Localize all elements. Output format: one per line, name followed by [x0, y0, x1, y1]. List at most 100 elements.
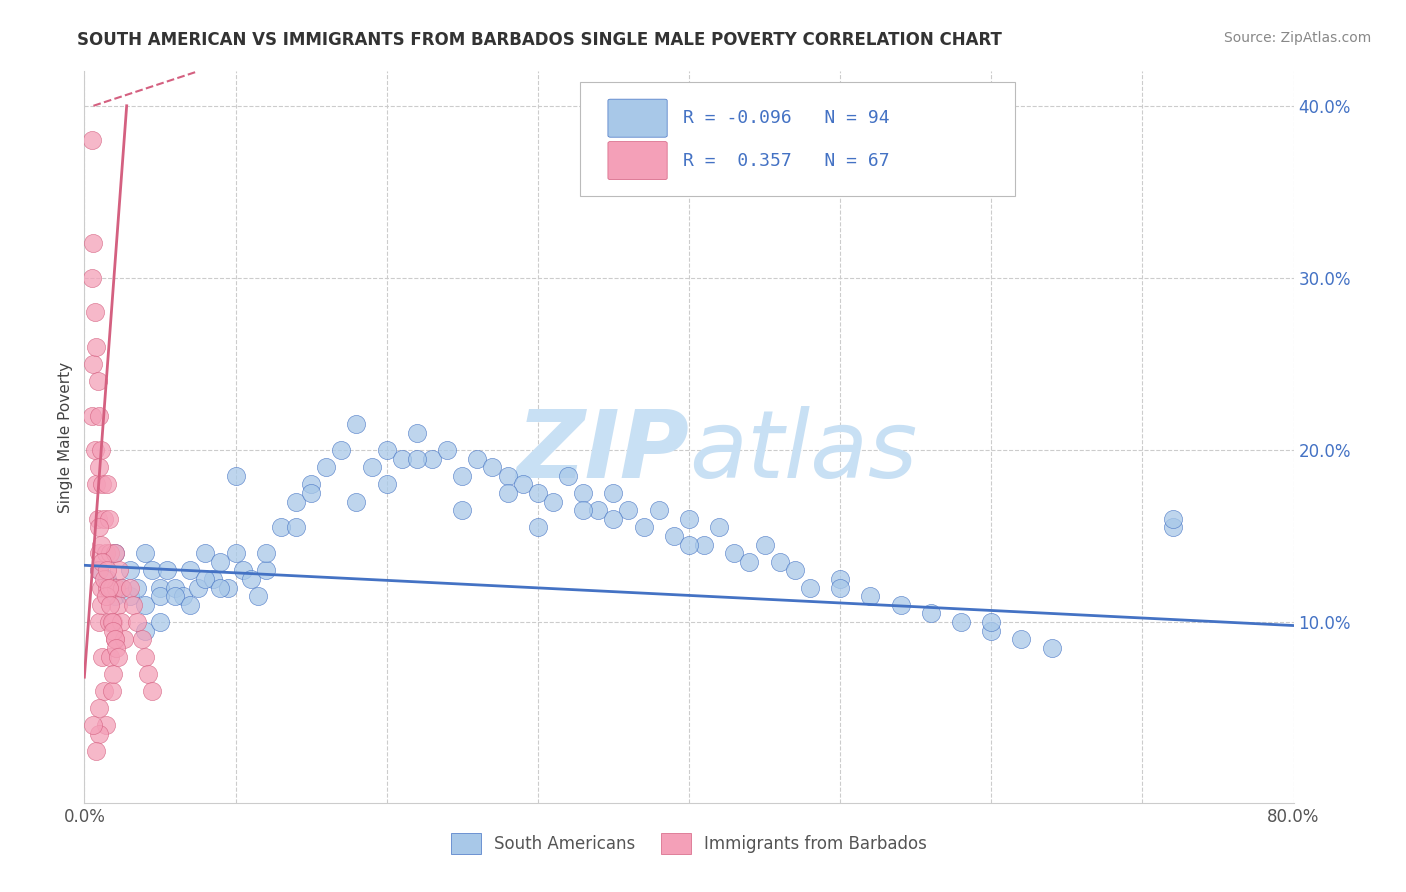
Point: [107, 598, 129, 612]
Point: [602, 512, 624, 526]
Point: [82, 236, 104, 251]
Point: [100, 615, 122, 629]
Point: [86, 340, 108, 354]
Point: [709, 520, 731, 534]
Point: [105, 640, 128, 655]
Point: [89, 564, 111, 578]
Point: [572, 486, 595, 500]
Point: [299, 486, 322, 500]
Point: [512, 477, 534, 491]
Point: [194, 546, 217, 560]
Point: [617, 503, 640, 517]
Point: [104, 632, 127, 647]
Point: [111, 581, 134, 595]
Point: [769, 555, 792, 569]
Point: [96, 564, 118, 578]
Point: [89, 546, 111, 560]
Point: [134, 546, 156, 560]
Point: [134, 598, 156, 612]
Point: [859, 589, 882, 603]
Point: [134, 624, 156, 638]
Point: [96, 581, 118, 595]
FancyBboxPatch shape: [581, 82, 1015, 195]
Point: [678, 538, 700, 552]
Text: SOUTH AMERICAN VS IMMIGRANTS FROM BARBADOS SINGLE MALE POVERTY CORRELATION CHART: SOUTH AMERICAN VS IMMIGRANTS FROM BARBAD…: [77, 31, 1002, 49]
Point: [225, 546, 247, 560]
Point: [950, 615, 973, 629]
Point: [93, 684, 115, 698]
Point: [187, 581, 209, 595]
Point: [217, 581, 239, 595]
Point: [830, 581, 852, 595]
Point: [496, 468, 519, 483]
Point: [754, 538, 776, 552]
Point: [89, 564, 111, 578]
Point: [141, 684, 163, 698]
Point: [467, 451, 489, 466]
Point: [799, 581, 821, 595]
Point: [134, 649, 156, 664]
Point: [104, 546, 127, 560]
Point: [406, 425, 429, 440]
Point: [89, 460, 111, 475]
FancyBboxPatch shape: [607, 142, 668, 179]
Point: [80, 133, 103, 147]
Point: [96, 572, 118, 586]
Point: [451, 468, 474, 483]
Point: [156, 564, 179, 578]
Point: [232, 564, 254, 578]
Point: [90, 598, 112, 612]
Point: [82, 718, 104, 732]
Point: [783, 564, 806, 578]
FancyBboxPatch shape: [607, 99, 668, 137]
Point: [100, 684, 122, 698]
Point: [112, 632, 135, 647]
Point: [1011, 632, 1033, 647]
Point: [588, 503, 610, 517]
Point: [149, 581, 172, 595]
Point: [89, 727, 111, 741]
Point: [90, 581, 112, 595]
Point: [890, 598, 912, 612]
Point: [121, 598, 143, 612]
Point: [239, 572, 262, 586]
Point: [602, 486, 624, 500]
Text: atlas: atlas: [689, 406, 917, 497]
Legend: South Americans, Immigrants from Barbados: South Americans, Immigrants from Barbado…: [444, 827, 934, 860]
Point: [107, 649, 129, 664]
Point: [830, 572, 852, 586]
Point: [118, 589, 141, 603]
Point: [105, 581, 128, 595]
Point: [94, 546, 117, 560]
Point: [165, 589, 187, 603]
Point: [179, 598, 201, 612]
Point: [648, 503, 671, 517]
Point: [98, 546, 121, 560]
Point: [693, 538, 716, 552]
Point: [80, 271, 103, 285]
Point: [86, 477, 108, 491]
Point: [127, 581, 149, 595]
Point: [527, 486, 550, 500]
Point: [330, 442, 353, 457]
Point: [82, 357, 104, 371]
Point: [678, 512, 700, 526]
Point: [254, 564, 277, 578]
Point: [84, 442, 107, 457]
Point: [101, 666, 124, 681]
Point: [110, 615, 132, 629]
Point: [149, 589, 172, 603]
Point: [104, 546, 127, 560]
Point: [285, 520, 308, 534]
Point: [247, 589, 270, 603]
Point: [90, 538, 112, 552]
Text: ZIP: ZIP: [516, 406, 689, 498]
Point: [97, 512, 120, 526]
Point: [80, 409, 103, 423]
Text: R = -0.096   N = 94: R = -0.096 N = 94: [683, 109, 890, 128]
Point: [136, 666, 159, 681]
Point: [541, 494, 564, 508]
Point: [90, 442, 112, 457]
Point: [662, 529, 685, 543]
Point: [723, 546, 745, 560]
